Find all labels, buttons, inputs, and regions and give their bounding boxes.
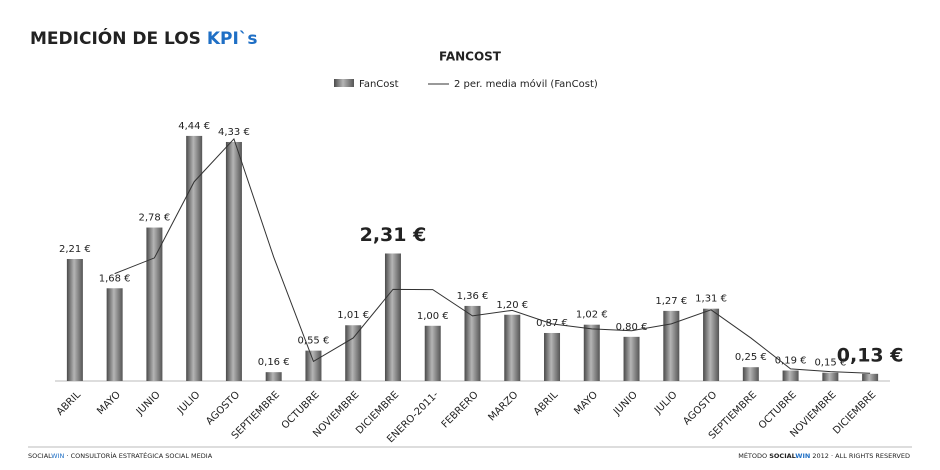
bar xyxy=(384,253,401,381)
footer-text: SOCIAL xyxy=(28,452,52,460)
x-tick-label: AGOSTO xyxy=(204,389,242,427)
legend-label: FanCost xyxy=(359,79,399,90)
bar xyxy=(66,259,83,381)
x-tick-label: JUNIO xyxy=(611,389,640,418)
data-label: 1,01 € xyxy=(337,310,369,321)
bar xyxy=(106,288,123,381)
bar xyxy=(186,135,203,381)
legend-swatch xyxy=(334,79,354,87)
data-label: 0,25 € xyxy=(735,352,767,363)
x-tick-label: OCTUBRE xyxy=(280,389,322,431)
data-label: 4,33 € xyxy=(218,127,250,138)
data-label: 0,80 € xyxy=(616,322,648,333)
data-label: 1,31 € xyxy=(695,294,727,305)
data-label: 0,55 € xyxy=(298,336,330,347)
footer-text: 2012 · ALL RIGHTS RESERVED xyxy=(810,452,910,460)
bar xyxy=(703,308,720,381)
data-label: 4,44 € xyxy=(178,121,210,132)
footer-text: WIN xyxy=(51,452,64,460)
bar xyxy=(862,373,879,381)
data-label: 1,27 € xyxy=(655,296,687,307)
x-tick-label: DICIEMBRE xyxy=(831,389,878,436)
chart-title: FANCOST xyxy=(439,50,502,64)
bar xyxy=(782,370,799,381)
bar xyxy=(544,332,561,381)
data-label: 2,78 € xyxy=(138,213,170,224)
bar xyxy=(146,227,163,381)
legend: FanCost 2 per. media móvil (FanCost) xyxy=(334,78,598,90)
footer-text: · CONSULTORÍA ESTRATÉGICA SOCIAL MEDIA xyxy=(64,451,212,460)
x-tick-label: OCTUBRE xyxy=(757,389,799,431)
footer-right: MÉTODO SOCIALWIN 2012 · ALL RIGHTS RESER… xyxy=(738,451,910,460)
bar xyxy=(742,367,759,381)
bar xyxy=(623,336,640,381)
bar xyxy=(345,325,362,381)
page-title: MEDICIÓN DE LOS KPI`s xyxy=(30,27,257,49)
title-text: MEDICIÓN DE LOS xyxy=(30,27,207,49)
data-label-emphasized: 0,13 € xyxy=(837,344,904,366)
data-label: 1,02 € xyxy=(576,310,608,321)
footer-text: SOCIAL xyxy=(769,452,795,460)
x-tick-label: MAYO xyxy=(95,389,123,417)
title-highlight: KPI`s xyxy=(207,29,258,49)
data-label: 0,15 € xyxy=(814,358,846,369)
footer-text: MÉTODO xyxy=(738,451,769,460)
x-tick-label: ABRIL xyxy=(55,389,84,418)
footer-left: SOCIALWIN · CONSULTORÍA ESTRATÉGICA SOCI… xyxy=(28,451,213,460)
moving-average-line xyxy=(114,137,871,374)
data-label: 1,36 € xyxy=(457,291,489,302)
data-label: 1,00 € xyxy=(417,311,449,322)
x-tick-label: AGOSTO xyxy=(681,389,719,427)
bar xyxy=(424,325,441,381)
bar xyxy=(225,141,242,381)
x-tick-label: JULIO xyxy=(175,389,202,416)
bar xyxy=(583,324,600,381)
bar xyxy=(822,372,839,381)
bar xyxy=(464,305,481,381)
x-tick-label: JUNIO xyxy=(134,389,163,418)
data-label: 1,20 € xyxy=(496,300,528,311)
data-label: 2,21 € xyxy=(59,244,91,255)
bar xyxy=(305,350,322,381)
legend-label: 2 per. media móvil (FanCost) xyxy=(454,78,598,90)
x-tick-label: ABRIL xyxy=(532,389,561,418)
data-label: 0,19 € xyxy=(775,356,807,367)
x-tick-label: MARZO xyxy=(486,389,520,423)
footer-text: WIN xyxy=(795,452,810,460)
x-tick-label: MAYO xyxy=(572,389,600,417)
data-label: 0,16 € xyxy=(258,357,290,368)
x-tick-label: FEBRERO xyxy=(440,389,481,430)
bar xyxy=(663,310,680,381)
bar xyxy=(504,314,521,381)
bar xyxy=(265,372,282,381)
x-tick-label: JULIO xyxy=(652,389,679,416)
data-label: 1,68 € xyxy=(99,273,131,284)
data-label-emphasized: 2,31 € xyxy=(360,224,427,246)
